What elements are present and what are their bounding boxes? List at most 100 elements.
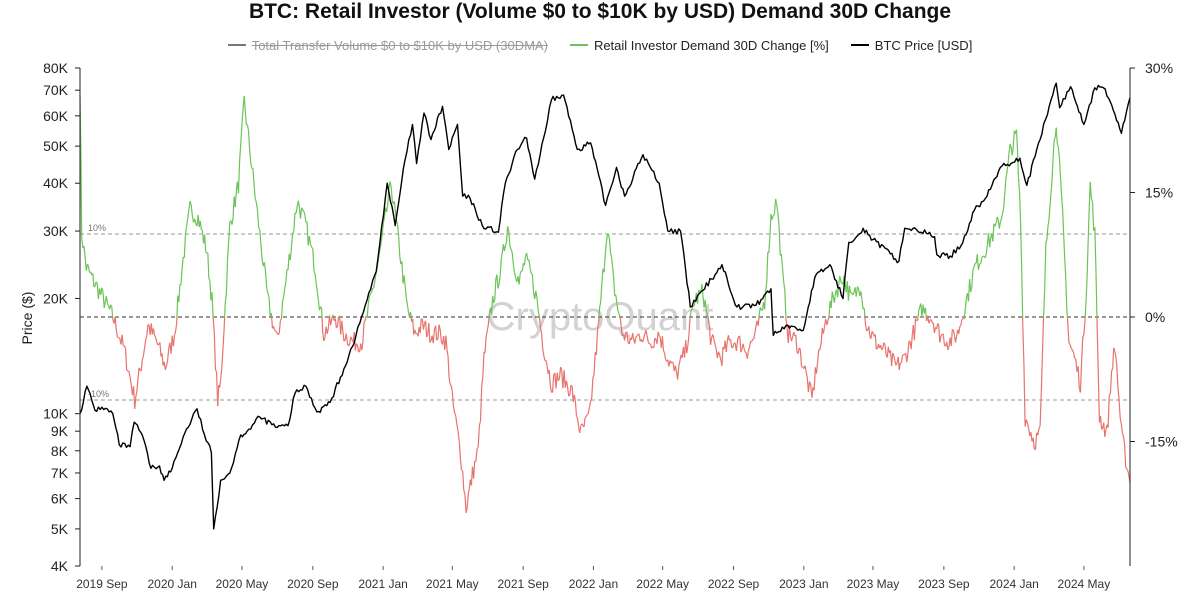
demand-segment: [1003, 194, 1006, 208]
demand-segment: [1057, 147, 1061, 159]
demand-segment: [428, 323, 431, 343]
demand-segment: [918, 306, 921, 312]
demand-segment: [448, 378, 451, 385]
demand-segment: [268, 297, 271, 317]
demand-segment: [87, 266, 91, 273]
demand-segment: [80, 150, 83, 239]
demand-segment: [689, 311, 692, 318]
demand-segment: [81, 238, 84, 249]
demand-segment: [129, 377, 132, 386]
demand-segment: [964, 297, 967, 311]
x-tick-label: 2020 Sep: [287, 577, 339, 591]
demand-segment: [1107, 395, 1110, 428]
demand-segment: [777, 213, 780, 226]
demand-segment: [1099, 416, 1103, 430]
demand-segment: [153, 334, 157, 338]
demand-segment: [466, 494, 469, 508]
demand-segment: [518, 273, 521, 285]
demand-segment: [746, 350, 750, 359]
y-axis-left-label: Price ($): [19, 292, 35, 345]
demand-segment: [335, 326, 338, 329]
demand-segment: [1018, 191, 1022, 221]
demand-segment: [798, 347, 801, 350]
demand-segment: [1087, 207, 1090, 240]
y-left-tick-label: 10K: [43, 406, 69, 422]
demand-segment: [477, 425, 480, 447]
demand-segment: [870, 331, 873, 339]
legend-item-transfer-volume[interactable]: Total Transfer Volume $0 to $10K by USD …: [227, 38, 548, 53]
demand-segment: [244, 112, 248, 125]
demand-segment: [293, 212, 296, 232]
demand-segment: [304, 214, 307, 223]
demand-segment: [455, 415, 458, 425]
demand-segment: [654, 337, 657, 340]
demand-segment: [180, 269, 183, 285]
demand-segment: [610, 257, 614, 267]
demand-segment: [509, 245, 512, 250]
demand-segment: [1117, 386, 1120, 400]
demand-segment: [1127, 470, 1130, 477]
demand-segment: [819, 343, 822, 350]
demand-segment: [632, 333, 635, 340]
demand-segment: [954, 336, 958, 343]
demand-segment: [118, 337, 121, 339]
demand-segment: [205, 251, 208, 254]
demand-segment: [980, 257, 983, 264]
demand-segment: [933, 327, 937, 334]
demand-segment: [347, 343, 351, 347]
demand-segment: [354, 343, 357, 351]
demand-segment: [314, 274, 317, 284]
legend-item-btc-price[interactable]: BTC Price [USD]: [850, 38, 972, 53]
demand-segment: [398, 236, 401, 257]
demand-segment: [864, 316, 867, 325]
demand-segment: [473, 460, 476, 479]
demand-segment: [464, 494, 467, 513]
demand-segment: [620, 326, 623, 336]
demand-segment: [330, 318, 333, 326]
demand-segment: [592, 374, 595, 379]
demand-segment: [274, 329, 277, 332]
demand-segment: [217, 385, 220, 407]
demand-segment: [292, 231, 295, 234]
demand-segment: [977, 263, 981, 270]
demand-segment: [121, 334, 124, 346]
demand-segment: [343, 339, 346, 342]
demand-segment: [510, 248, 513, 253]
demand-segment: [817, 349, 820, 362]
demand-segment: [224, 293, 227, 304]
demand-segment: [558, 366, 562, 379]
demand-segment: [204, 234, 207, 252]
demand-segment: [583, 417, 586, 428]
demand-segment: [1094, 227, 1097, 273]
legend-item-retail-demand[interactable]: Retail Investor Demand 30D Change [%]: [569, 38, 829, 53]
demand-segment: [707, 319, 711, 326]
demand-segment: [137, 367, 140, 379]
demand-segment: [646, 335, 649, 343]
demand-segment: [404, 286, 407, 298]
demand-segment: [690, 308, 693, 312]
demand-segment: [1047, 220, 1050, 227]
demand-segment: [436, 338, 439, 341]
demand-segment: [467, 488, 470, 495]
demand-segment: [1121, 432, 1125, 437]
demand-segment: [820, 328, 823, 344]
demand-segment: [1116, 364, 1119, 387]
demand-segment: [1045, 239, 1048, 243]
demand-segment: [970, 287, 973, 293]
demand-segment: [575, 415, 579, 419]
demand-segment: [266, 288, 269, 294]
demand-segment: [250, 162, 253, 169]
demand-segment: [397, 224, 400, 237]
demand-segment: [226, 241, 230, 260]
demand-segment: [747, 347, 751, 351]
demand-segment: [868, 326, 871, 337]
demand-segment: [255, 202, 259, 211]
demand-segment: [154, 337, 158, 342]
demand-segment: [183, 233, 187, 258]
demand-segment: [457, 430, 460, 441]
demand-segment: [1071, 349, 1075, 353]
demand-segment: [1001, 207, 1005, 214]
demand-segment: [924, 307, 927, 318]
demand-segment: [539, 327, 543, 334]
y-left-tick-label: 9K: [51, 423, 69, 439]
